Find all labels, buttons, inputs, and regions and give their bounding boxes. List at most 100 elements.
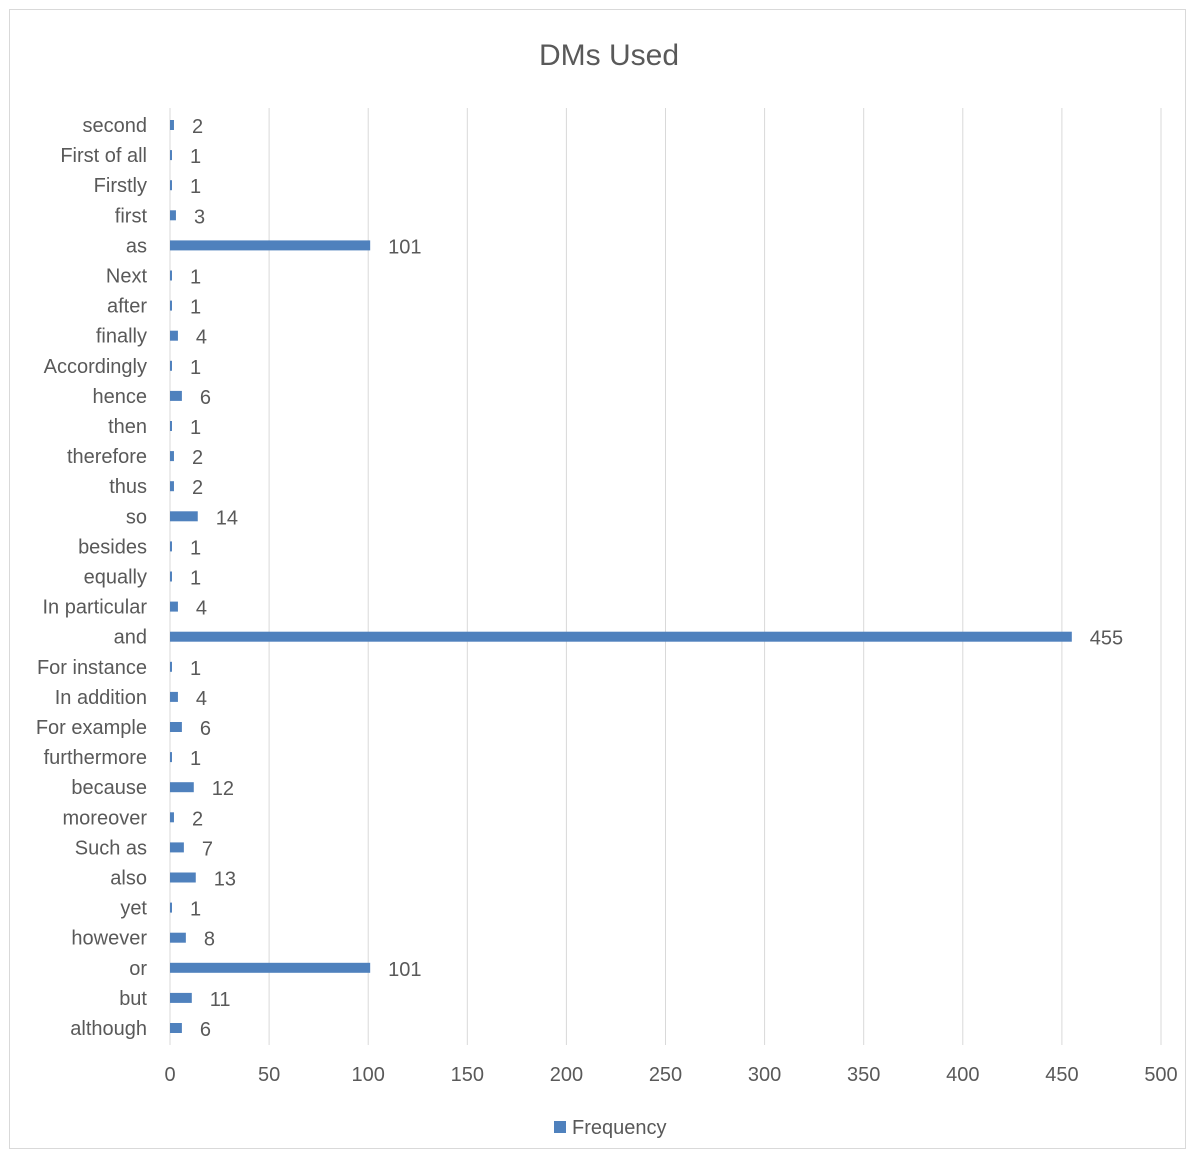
x-tick-label: 0	[164, 1064, 175, 1086]
bar	[170, 932, 186, 943]
category-label: besides	[78, 536, 147, 558]
data-label: 2	[192, 116, 203, 138]
bar	[170, 360, 172, 371]
data-label: 2	[192, 447, 203, 469]
bar	[170, 240, 371, 251]
bar	[170, 210, 176, 221]
bar	[170, 390, 182, 401]
category-label: and	[114, 627, 147, 649]
bar	[170, 451, 174, 462]
bar	[170, 691, 178, 702]
bar	[170, 150, 172, 161]
data-label: 1	[190, 568, 201, 590]
data-label: 12	[212, 778, 234, 800]
data-label: 3	[194, 206, 205, 228]
bar	[170, 421, 172, 431]
category-label: then	[108, 416, 147, 438]
data-label: 101	[388, 959, 421, 981]
category-label: but	[119, 988, 147, 1010]
category-label: In addition	[55, 687, 147, 709]
data-label: 1	[190, 267, 201, 289]
category-label: so	[126, 506, 147, 528]
category-label: thus	[109, 476, 147, 498]
category-label: In particular	[43, 597, 148, 619]
category-label: however	[71, 928, 147, 950]
x-tick-label: 100	[352, 1064, 385, 1086]
data-label: 455	[1090, 628, 1123, 650]
bar	[170, 541, 172, 552]
data-label: 1	[190, 417, 201, 439]
x-tick-label: 200	[550, 1064, 583, 1086]
bar	[170, 120, 174, 130]
legend-swatch	[554, 1121, 566, 1133]
data-label: 13	[214, 869, 236, 891]
data-label: 1	[190, 297, 201, 319]
data-label: 1	[190, 658, 201, 680]
bar	[170, 330, 178, 341]
bars	[170, 120, 1072, 1033]
data-label: 101	[388, 236, 421, 258]
value-labels: 2113101114161221411445514611227131810111…	[190, 116, 1123, 1041]
category-label: because	[71, 777, 147, 799]
category-label: Such as	[75, 837, 147, 859]
bar	[170, 962, 371, 973]
bar	[170, 1023, 182, 1033]
category-label: or	[129, 958, 147, 980]
bar	[170, 812, 174, 823]
data-label: 7	[202, 838, 213, 860]
bar	[170, 300, 172, 311]
category-label: Next	[106, 266, 148, 288]
category-label: furthermore	[44, 747, 147, 769]
category-label: first	[115, 205, 148, 227]
category-label: also	[110, 868, 147, 890]
data-label: 4	[196, 327, 207, 349]
chart-frame	[9, 9, 1186, 1149]
data-label: 8	[204, 929, 215, 951]
data-label: 1	[190, 748, 201, 770]
data-label: 4	[196, 688, 207, 710]
bar	[170, 631, 1072, 642]
bar	[170, 601, 178, 612]
category-label: second	[83, 115, 148, 137]
bar	[170, 992, 192, 1003]
bar	[170, 752, 172, 763]
data-label: 6	[200, 718, 211, 740]
data-label: 4	[196, 598, 207, 620]
data-label: 6	[200, 387, 211, 409]
data-label: 14	[216, 507, 238, 529]
x-tick-labels: 0 50 100 150 200 250 300 350 400 450 500	[164, 1064, 1177, 1086]
category-label: Accordingly	[44, 356, 147, 378]
bar	[170, 180, 172, 191]
bar	[170, 722, 182, 732]
category-label: therefore	[67, 446, 147, 468]
data-label: 2	[192, 808, 203, 830]
gridlines	[169, 108, 1162, 1045]
category-label: For instance	[37, 657, 147, 679]
data-label: 1	[190, 146, 201, 168]
x-tick-label: 150	[451, 1064, 484, 1086]
category-label: Firstly	[94, 175, 147, 197]
category-label: although	[70, 1018, 147, 1040]
bar	[170, 842, 184, 853]
legend: Frequency	[554, 1117, 667, 1139]
data-label: 1	[190, 899, 201, 921]
x-tick-label: 350	[847, 1064, 880, 1086]
bar	[170, 481, 174, 492]
x-tick-label: 400	[946, 1064, 979, 1086]
data-label: 11	[210, 989, 231, 1011]
x-tick-label: 500	[1144, 1064, 1177, 1086]
bar	[170, 902, 172, 913]
category-label: as	[126, 235, 147, 257]
x-tick-label: 300	[748, 1064, 781, 1086]
category-labels: second First of all Firstly first as Next afte…	[36, 115, 148, 1040]
data-label: 1	[190, 537, 201, 559]
category-label: hence	[93, 386, 148, 408]
category-label: after	[107, 296, 147, 318]
x-tick-label: 250	[649, 1064, 682, 1086]
data-label: 1	[190, 357, 201, 379]
category-label: First of all	[60, 145, 147, 167]
bar	[170, 270, 172, 281]
category-label: yet	[120, 898, 147, 920]
x-tick-label: 50	[258, 1064, 280, 1086]
